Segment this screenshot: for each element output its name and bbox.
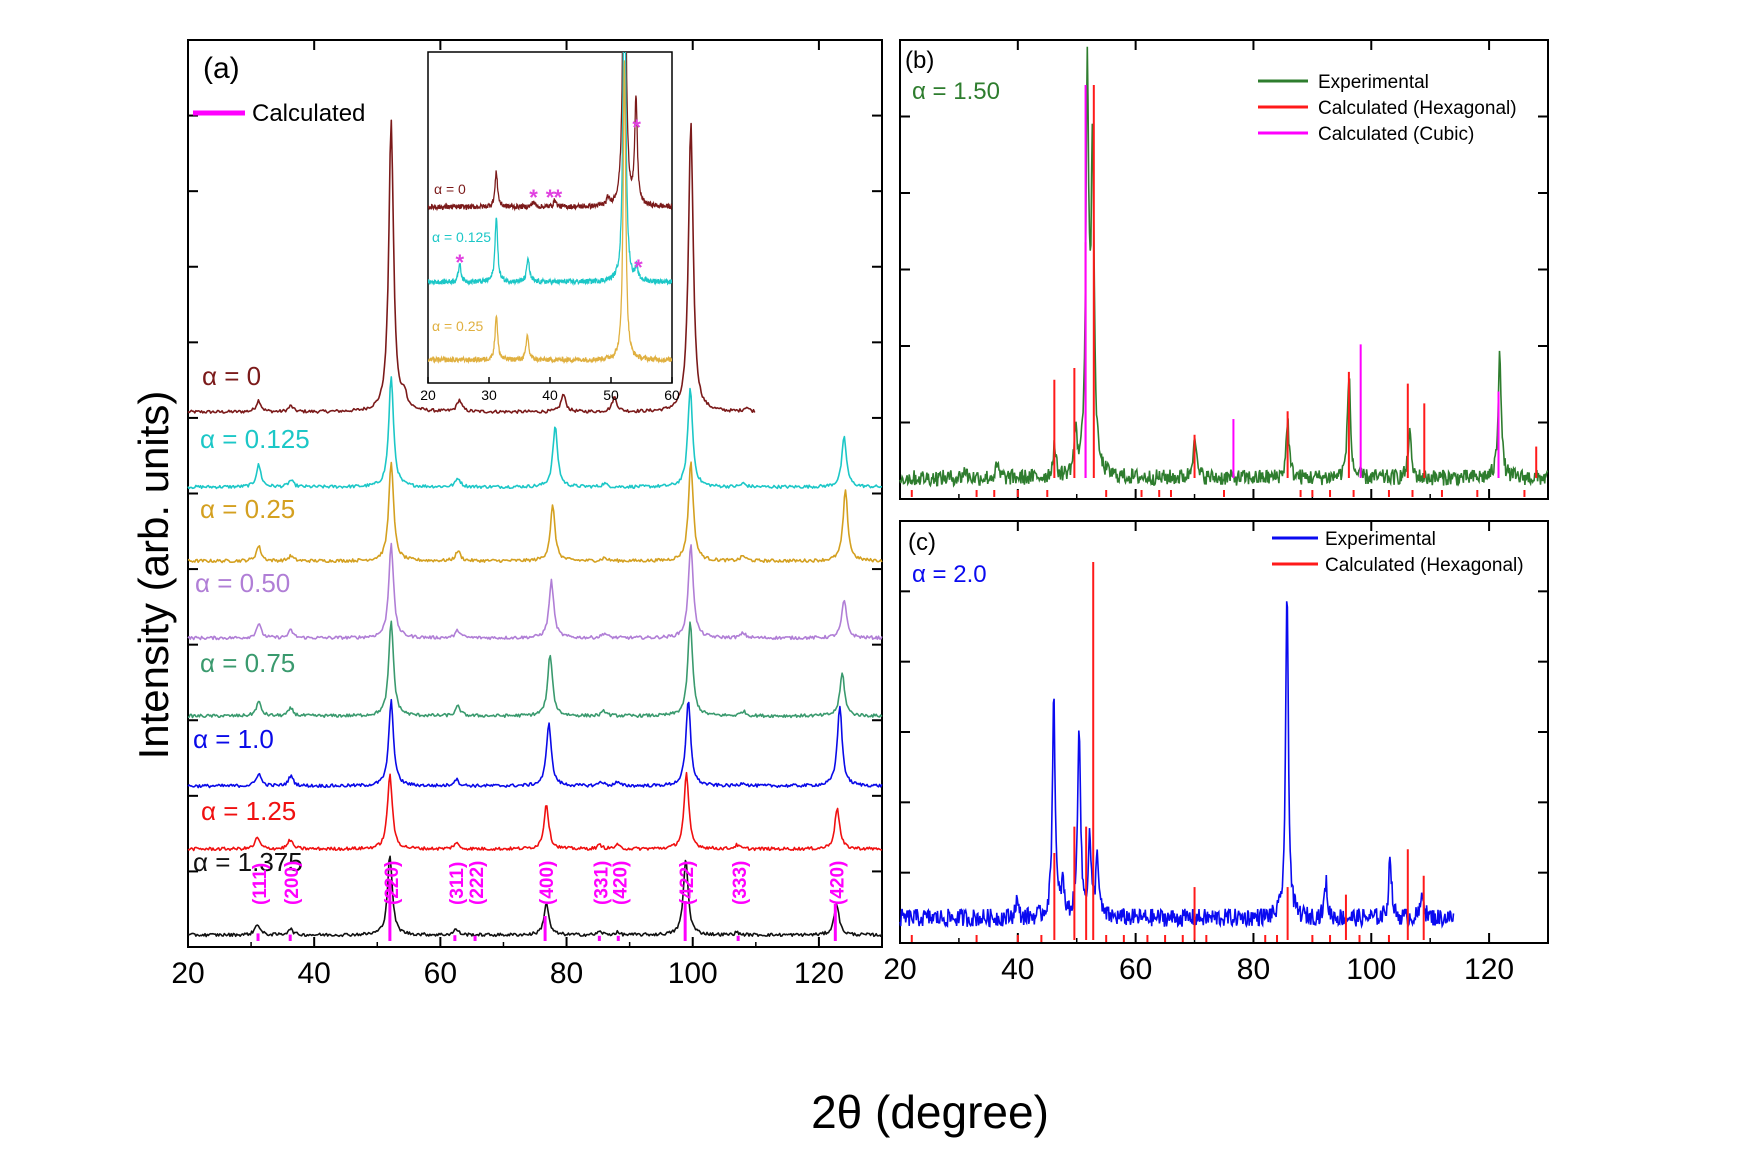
inset-x-tick-label: 30 [481,387,497,403]
inset-series-label: α = 0.125 [432,229,491,245]
x-tick-label: 20 [883,953,916,986]
inset-star-marker: * [632,115,641,140]
series-line [187,698,883,789]
inset-series-line [428,60,672,365]
y-axis-label: Intensity (arb. units) [130,391,177,760]
inset-x-tick-label: 20 [420,387,436,403]
inset-x-tick-label: 60 [664,387,680,403]
series-label: α = 0.75 [200,648,295,678]
x-tick-label: 80 [1237,953,1270,986]
x-tick-label: 100 [1346,953,1396,986]
experimental-line [899,46,1549,488]
hkl-label: (111) [250,863,271,905]
inset-star-marker: * [634,255,643,280]
hkl-label: (331) [591,861,612,905]
series-line [187,771,883,852]
hkl-label: (420) [610,861,631,905]
series-line [187,461,883,564]
legend-label-calculated: Calculated [252,100,365,127]
x-tick-label: 40 [297,957,330,990]
panel-c-frame [899,520,1549,944]
inset-series-label: α = 0 [434,181,466,197]
hkl-label: (400) [537,861,558,905]
panel-annotation: α = 1.50 [912,78,1000,105]
x-tick-label: 120 [1464,953,1514,986]
series-line [187,376,883,490]
x-tick-label: 40 [1001,953,1034,986]
x-tick-label: 60 [424,957,457,990]
series-line [187,542,883,641]
inset-star-marker: * [455,250,464,275]
panel-annotation: α = 2.0 [912,561,987,588]
x-tick-label: 80 [550,957,583,990]
panel-c: 20 40 60 80 100 120 (c) α = 2.0 Experimental Calc… [883,520,1549,986]
series-label: α = 0.50 [195,568,290,598]
inset-x-tick-label: 50 [603,387,619,403]
inset-series-label: α = 0.25 [432,318,484,334]
inset-star-marker: * [554,185,563,210]
x-axis-label: 2θ (degree) [811,1086,1049,1138]
hkl-label: (222) [467,861,488,905]
series-line [187,119,756,414]
x-tick-label: 100 [668,957,718,990]
panel-a: 20 40 60 80 100 120 (a) Calculated α = 0 α = 0.12… [171,39,883,990]
legend-label: Calculated (Hexagonal) [1318,98,1517,119]
panel-label: (b) [905,47,934,74]
hkl-label: (420) [827,861,848,905]
series-line [187,855,883,938]
x-tick-label: 120 [794,957,844,990]
x-tick-label: 20 [171,957,204,990]
inset-series-line [428,52,672,286]
legend-label: Experimental [1318,72,1429,93]
inset-star-marker: * [546,185,555,210]
panel-a-inset: 20 30 40 50 60α = 0 * * **α = 0.125* *α = 0.25 [420,51,680,403]
panel-label: (c) [908,529,936,556]
inset-star-marker: * [529,185,538,210]
series-label: α = 0.125 [200,424,310,454]
inset-series-line [428,52,672,212]
hkl-label: (422) [677,861,698,905]
legend-label: Experimental [1325,529,1436,550]
hkl-label: (311) [447,862,468,905]
series-label: α = 0.25 [200,494,295,524]
x-tick-label: 60 [1119,953,1152,986]
experimental-line [899,601,1455,929]
hkl-label: (200) [282,861,303,905]
hkl-label: (220) [382,861,403,905]
inset-x-tick-label: 40 [542,387,558,403]
panel-b: (b) α = 1.50 Experimental Calculated (Hexag… [899,39,1549,500]
series-label: α = 1.0 [193,724,274,754]
series-label: α = 0 [202,361,261,391]
panel-label: (a) [203,52,240,85]
series-label: α = 1.25 [201,796,296,826]
series-label: α = 1.375 [193,847,303,877]
legend-label: Calculated (Hexagonal) [1325,555,1524,576]
legend-label: Calculated (Cubic) [1318,124,1474,145]
hkl-label: (333) [730,861,751,905]
series-line [187,620,883,719]
